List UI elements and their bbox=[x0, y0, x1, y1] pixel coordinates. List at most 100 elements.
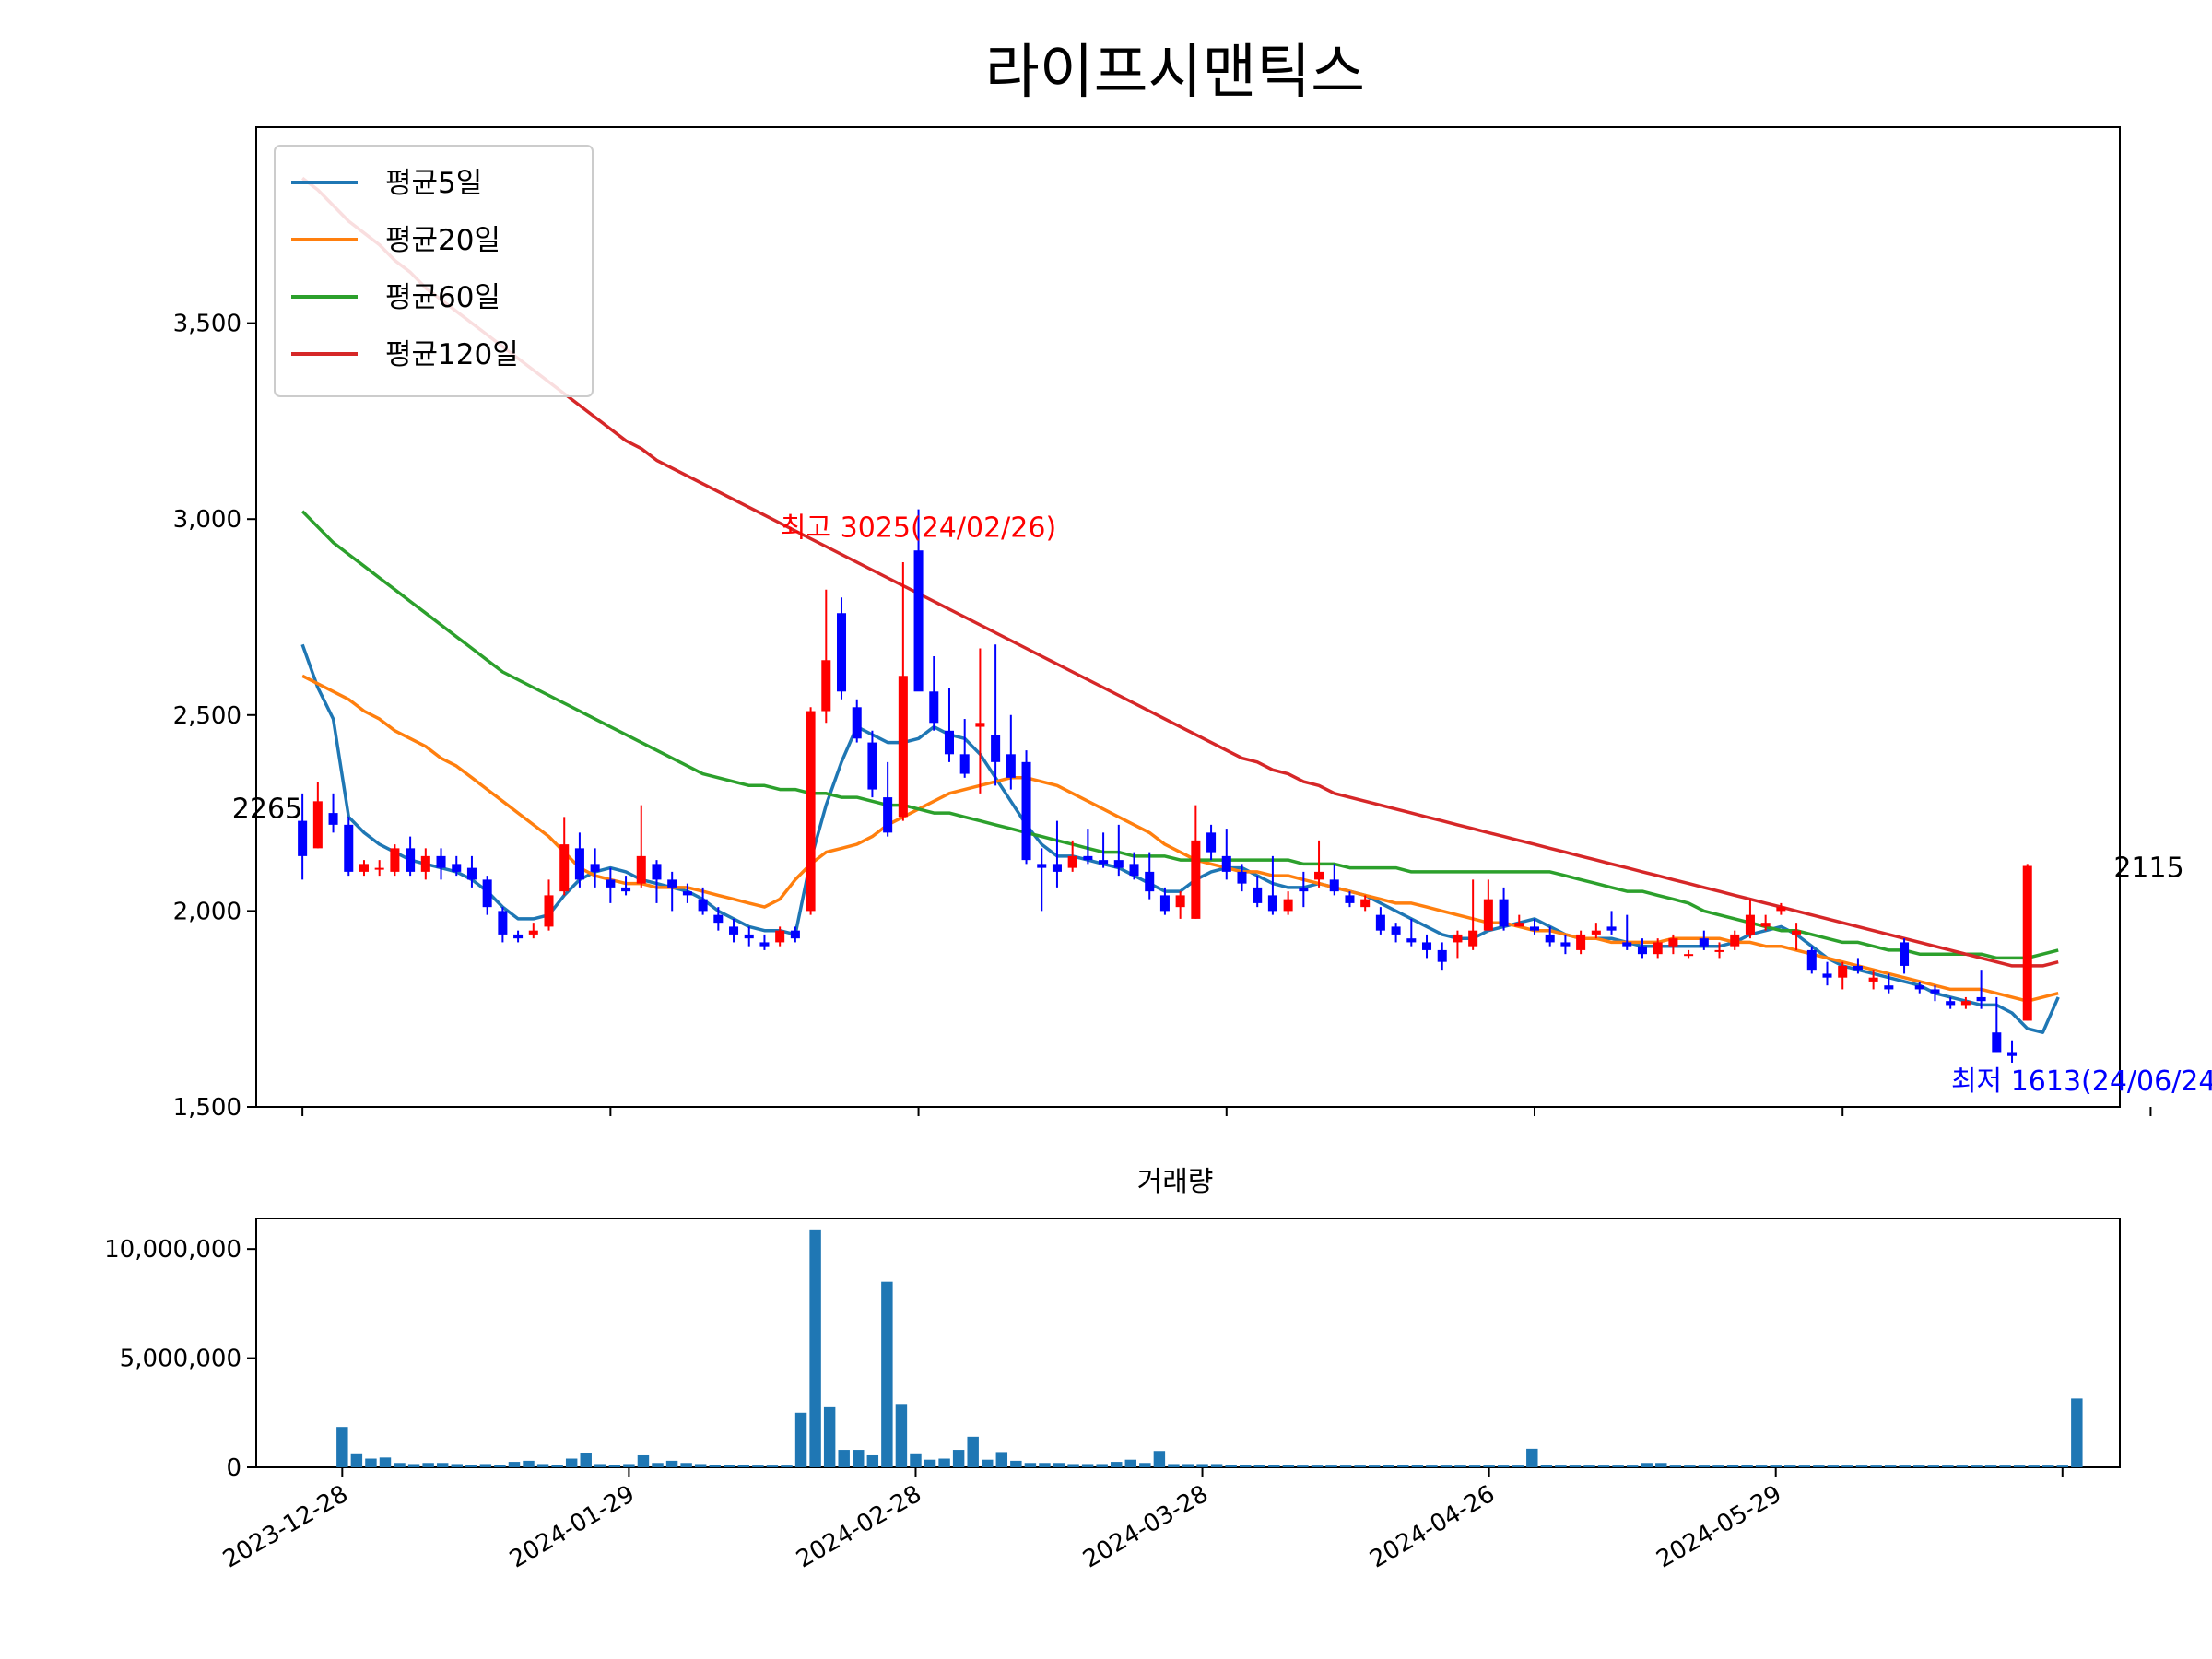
volume-bar bbox=[494, 1465, 506, 1467]
volume-bar bbox=[465, 1465, 477, 1467]
candle-body bbox=[1714, 949, 1724, 952]
candle bbox=[1930, 985, 1940, 1002]
candle-body bbox=[1391, 926, 1401, 935]
candle bbox=[1684, 949, 1694, 959]
volume-bar bbox=[1956, 1465, 1969, 1467]
volume-bar bbox=[1124, 1459, 1137, 1467]
candle-body bbox=[1591, 930, 1601, 935]
candle-body bbox=[1822, 973, 1832, 978]
volume-bar bbox=[1368, 1465, 1381, 1467]
candle bbox=[1175, 891, 1185, 919]
candle bbox=[775, 926, 785, 947]
candle-body bbox=[406, 848, 416, 872]
price-y-tick-label: 3,000 bbox=[173, 506, 241, 534]
candle-body bbox=[452, 864, 462, 872]
candle bbox=[1345, 891, 1355, 908]
candle-body bbox=[1375, 914, 1385, 931]
volume-bar bbox=[1855, 1465, 1868, 1467]
volume-bar bbox=[1784, 1465, 1796, 1467]
volume-bar bbox=[724, 1465, 735, 1467]
candle bbox=[836, 597, 847, 700]
volume-bar bbox=[680, 1463, 692, 1467]
candle bbox=[1237, 864, 1247, 892]
candle bbox=[1745, 899, 1755, 939]
candle bbox=[1514, 914, 1524, 927]
candle bbox=[1606, 911, 1617, 935]
candle bbox=[790, 926, 800, 943]
candle bbox=[1113, 824, 1124, 877]
volume-bar bbox=[422, 1463, 434, 1467]
volume-bar bbox=[1597, 1465, 1610, 1467]
candle bbox=[1422, 934, 1432, 959]
candle-body bbox=[1868, 977, 1878, 982]
candle-body bbox=[1838, 965, 1848, 978]
candle-body bbox=[1237, 871, 1247, 884]
candle-body bbox=[991, 735, 1001, 762]
candle bbox=[636, 805, 646, 888]
candle-body bbox=[606, 879, 616, 888]
volume-y-axis: 0 5,000,000 10,000,000 bbox=[104, 1236, 256, 1482]
price-x-axis bbox=[301, 1107, 2152, 1116]
volume-bar bbox=[952, 1450, 965, 1467]
volume-bar bbox=[1440, 1465, 1453, 1467]
candle bbox=[1052, 820, 1062, 888]
volume-bar bbox=[1354, 1465, 1366, 1467]
candle-body bbox=[1099, 860, 1109, 865]
candle-body bbox=[1253, 887, 1263, 903]
candle bbox=[1900, 938, 1910, 974]
candle bbox=[667, 871, 677, 912]
candle-body bbox=[590, 864, 600, 872]
volume-bar bbox=[508, 1462, 521, 1467]
volume-bar bbox=[1325, 1465, 1337, 1467]
candle bbox=[498, 907, 508, 943]
candle-body bbox=[1976, 996, 1986, 1002]
volume-bar bbox=[1153, 1451, 1166, 1467]
volume-bar bbox=[1397, 1465, 1409, 1467]
volume-bar bbox=[350, 1453, 363, 1467]
volume-bar bbox=[1913, 1465, 1925, 1467]
candle bbox=[1067, 840, 1077, 872]
candle bbox=[1946, 996, 1956, 1009]
candle-body bbox=[1006, 754, 1016, 778]
candle bbox=[1191, 805, 1201, 919]
candle bbox=[1006, 714, 1016, 790]
volume-bar bbox=[2013, 1465, 2026, 1467]
candle bbox=[1468, 879, 1478, 950]
price-y-tick-label: 2,000 bbox=[173, 898, 241, 925]
candle bbox=[528, 923, 538, 939]
legend-label: 평균20일 bbox=[385, 224, 500, 257]
candle bbox=[975, 648, 985, 794]
volume-bar bbox=[1483, 1465, 1495, 1467]
candle bbox=[1037, 848, 1047, 912]
candle-body bbox=[667, 879, 677, 888]
volume-bar bbox=[1526, 1448, 1538, 1467]
candle-body bbox=[1684, 954, 1694, 957]
annotation-first-price: 2265 bbox=[232, 794, 302, 826]
volume-bar bbox=[551, 1465, 563, 1467]
candle-body bbox=[1622, 942, 1632, 947]
volume-bar bbox=[781, 1465, 793, 1467]
candle bbox=[1699, 930, 1709, 950]
volume-bar bbox=[1053, 1463, 1065, 1467]
candle bbox=[1668, 934, 1678, 955]
candle bbox=[1529, 918, 1540, 935]
candle-body bbox=[298, 820, 308, 856]
candle bbox=[606, 867, 616, 903]
annotation-low: 최저 1613(24/06/24) bbox=[1951, 1065, 2212, 1098]
volume-bar bbox=[2042, 1465, 2054, 1467]
volume-bar bbox=[1827, 1465, 1840, 1467]
candle-body bbox=[1021, 761, 1031, 861]
volume-bar bbox=[794, 1412, 807, 1467]
candle-body bbox=[1037, 864, 1047, 868]
candle-body bbox=[1422, 942, 1432, 950]
candle-body bbox=[959, 754, 970, 774]
volume-bar bbox=[1999, 1465, 2011, 1467]
volume-bar bbox=[1942, 1465, 1954, 1467]
candle bbox=[1822, 961, 1832, 986]
candle bbox=[1159, 887, 1170, 915]
candle-body bbox=[1453, 934, 1463, 943]
candle-body bbox=[759, 942, 770, 947]
volume-bar bbox=[2071, 1398, 2083, 1467]
volume-bar bbox=[1239, 1465, 1252, 1467]
volume-bar bbox=[1669, 1465, 1682, 1467]
